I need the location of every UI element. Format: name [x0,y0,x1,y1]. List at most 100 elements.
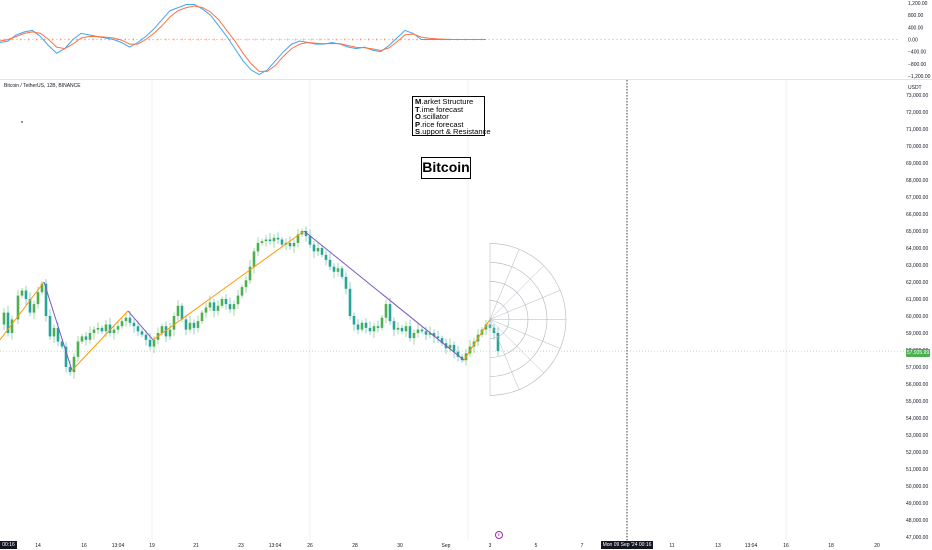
candle [340,265,344,280]
candle-body [356,324,360,330]
candle [328,253,332,271]
candle [372,322,376,338]
candle-body [108,324,112,333]
candle-body [248,266,252,281]
candle [280,236,284,248]
candle [168,322,172,340]
candle [420,327,424,334]
candle-body [40,283,44,293]
candle-body [64,346,68,367]
candle-body [88,333,92,340]
candle [248,260,252,284]
oscillator-tick-label: −800.00 [908,62,926,68]
candle-body [236,295,240,305]
candle [112,326,116,340]
candle [324,250,328,266]
price-tick-label: 66,000.00 [906,212,928,218]
candle-body [60,341,64,347]
candle [204,302,208,319]
candle [2,308,6,331]
time-tick-label: 11 [669,543,674,549]
candle-body [320,248,324,255]
time-tick-label: 28 [352,543,358,549]
candle-body [24,290,28,299]
structure-line-orange [0,281,45,341]
chart-title-box: Bitcoin [421,157,471,179]
candle [6,305,10,337]
candle-body [6,312,10,333]
candle-body [452,344,456,352]
time-tick-label: 30 [397,543,403,549]
time-tick-label: 3 [489,543,492,549]
candle-body [348,288,352,316]
structure-line-orange [152,230,305,341]
price-tick-label: 60,000.00 [906,314,928,320]
candle [164,321,168,343]
time-tick-label: 13:04 [745,543,758,549]
candle [132,319,136,333]
price-tick-label: 47,000.00 [906,535,928,541]
candle [84,331,88,346]
candle-body [92,329,96,333]
candle [200,310,204,324]
candle [380,315,384,331]
price-pane: 73,000.00 72,000.00 71,000.00 70,000.00 69,0… [0,80,928,549]
candle [400,325,404,334]
candle-body [216,305,220,311]
time-tick-label: 16 [783,543,789,549]
candle [288,236,292,250]
price-tick-label: 72,000.00 [906,110,928,116]
candle [276,232,280,245]
structure-line-purple [127,310,154,341]
candle [92,326,96,340]
candle-body [176,305,180,316]
candle [492,324,496,340]
structure-line-purple [303,230,465,361]
price-tick-label: 63,000.00 [906,263,928,269]
candle [144,330,148,346]
candle-body [380,317,384,328]
candle [188,316,192,334]
candle [64,342,68,373]
candle-body [416,329,420,333]
candle-body [20,290,24,296]
candle [316,242,320,256]
candle-body [324,254,328,260]
candle [236,289,240,309]
candle [228,297,232,313]
candle-body [492,327,496,333]
candle [140,328,144,338]
event-icon[interactable]: E [495,531,503,539]
candle-body [44,283,48,316]
oscillator-tick-label: 0.00 [908,38,918,44]
candle [212,298,216,318]
candle [268,232,272,245]
candle-body [484,324,488,330]
price-tick-label: 59,000.00 [906,331,928,337]
candle-body [200,312,204,322]
time-tick-label: 14 [35,543,41,549]
candle [60,338,64,350]
candle-body [260,241,264,243]
candle-body [292,242,296,247]
price-tick-label: 52,000.00 [906,450,928,456]
oscillator-tick-label: 400.00 [908,25,924,31]
forecast-fan-ray [489,249,520,320]
forecast-fan-ray [489,319,544,374]
candle [244,275,248,293]
candle [16,289,20,324]
candle-body [340,268,344,277]
candle [364,318,368,334]
structure-line-orange [463,319,491,361]
candle-body [228,304,232,310]
price-tick-label: 55,000.00 [906,399,928,405]
candle-body [336,268,340,272]
legend-line-price-forecast: P.rice forecast [415,119,464,129]
price-tick-label: 57,000.00 [906,365,928,371]
candle [264,234,268,247]
legend-line-market-structure: M.arket Structure [415,97,474,106]
candle [352,312,356,332]
candle-body [344,276,348,289]
price-tick-label: 49,000.00 [906,501,928,507]
time-tick-label: 21 [193,543,199,549]
